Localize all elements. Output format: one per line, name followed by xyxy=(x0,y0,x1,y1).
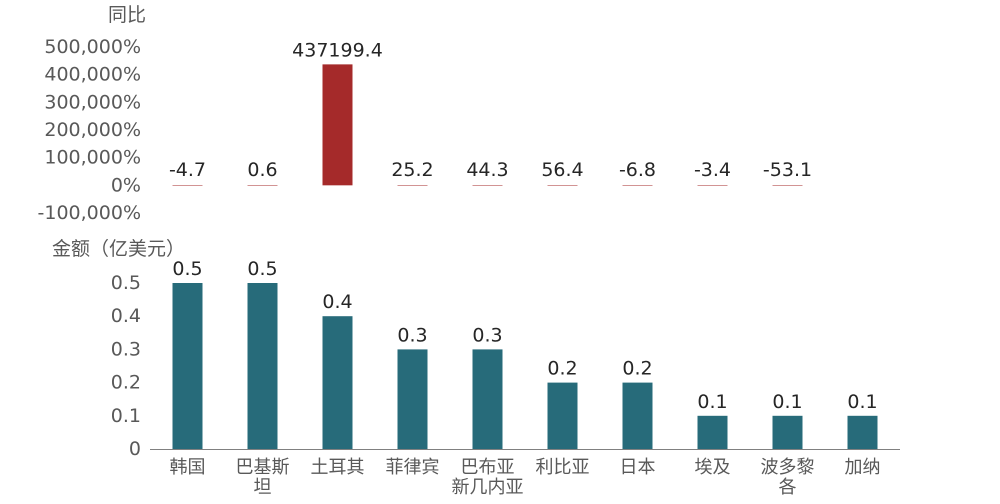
yoy-tick-label: 500,000% xyxy=(44,36,141,58)
yoy-data-label: 0.6 xyxy=(247,159,277,181)
amount-bar xyxy=(772,415,803,449)
amount-data-label: 0.2 xyxy=(622,358,652,380)
amount-tick-label: 0 xyxy=(129,438,141,460)
category-label: 日本 xyxy=(620,457,656,478)
yoy-data-label: -6.8 xyxy=(619,159,656,181)
yoy-tick-label: 200,000% xyxy=(44,119,141,141)
amount-tick-label: 0.3 xyxy=(111,338,141,360)
amount-bar xyxy=(322,316,353,449)
category-label: 加纳 xyxy=(845,457,881,478)
category-label: 埃及 xyxy=(695,457,731,478)
yoy-tick-label: 300,000% xyxy=(44,91,141,113)
amount-tick-label: 0.2 xyxy=(111,372,141,394)
amount-data-label: 0.1 xyxy=(697,391,727,413)
category-label: 巴布亚 xyxy=(461,457,515,478)
yoy-data-labels: -4.7 0.6 437199.4 25.2 44.3 56.4 -6.8 -3.4 -53.1 xyxy=(169,39,812,181)
yoy-tick-label: -100,000% xyxy=(38,202,141,224)
category-label: 利比亚 xyxy=(536,457,590,478)
yoy-data-label: -4.7 xyxy=(169,159,206,181)
category-label: 菲律宾 xyxy=(386,457,440,478)
amount-panel: 金额（亿美元） 0 0.1 0.2 0.3 0.4 0.5 0.5 0.5 0.4 0.3 0.3… xyxy=(52,238,900,498)
amount-tick-label: 0.1 xyxy=(111,405,141,427)
yoy-bar xyxy=(697,185,728,186)
amount-data-label: 0.3 xyxy=(397,324,427,346)
amount-data-label: 0.1 xyxy=(772,391,802,413)
category-label: 韩国 xyxy=(170,457,206,478)
yoy-axis-title: 同比 xyxy=(108,4,146,26)
yoy-data-label: 44.3 xyxy=(466,159,508,181)
amount-bar xyxy=(622,382,653,449)
yoy-bar xyxy=(247,185,278,186)
category-label: 新几内亚 xyxy=(452,477,524,498)
yoy-tick-label: 400,000% xyxy=(44,64,141,86)
amount-y-ticks: 0 0.1 0.2 0.3 0.4 0.5 xyxy=(111,272,141,460)
yoy-panel: 同比 -100,000% 0% 100,000% 200,000% 300,000% 40… xyxy=(38,4,813,224)
yoy-data-label: 25.2 xyxy=(391,159,433,181)
category-label: 波多黎 xyxy=(761,457,815,478)
category-label: 巴基斯 xyxy=(236,457,290,478)
amount-data-labels: 0.5 0.5 0.4 0.3 0.3 0.2 0.2 0.1 0.1 0.1 xyxy=(172,258,877,413)
yoy-data-label: 56.4 xyxy=(541,159,583,181)
amount-data-label: 0.1 xyxy=(847,391,877,413)
amount-bars xyxy=(172,283,878,449)
yoy-data-label: -3.4 xyxy=(694,159,731,181)
category-label: 坦 xyxy=(254,477,272,498)
amount-bar xyxy=(697,415,728,449)
amount-bar xyxy=(847,415,878,449)
amount-data-label: 0.3 xyxy=(472,324,502,346)
yoy-bar xyxy=(472,185,503,186)
yoy-y-ticks: -100,000% 0% 100,000% 200,000% 300,000% 400,0… xyxy=(38,36,141,224)
yoy-bar xyxy=(622,185,653,186)
yoy-data-label: 437199.4 xyxy=(292,39,383,61)
yoy-bars xyxy=(172,64,803,186)
amount-bar xyxy=(547,382,578,449)
yoy-bar xyxy=(397,185,428,186)
yoy-data-label: -53.1 xyxy=(763,159,812,181)
category-label: 土耳其 xyxy=(311,457,365,478)
yoy-bar xyxy=(547,185,578,186)
amount-bar xyxy=(172,283,203,449)
amount-axis-title: 金额（亿美元） xyxy=(52,238,185,260)
yoy-bar xyxy=(322,64,353,186)
amount-data-label: 0.5 xyxy=(247,258,277,280)
amount-bar xyxy=(247,283,278,449)
amount-bar xyxy=(397,349,428,449)
amount-bar xyxy=(472,349,503,449)
amount-data-label: 0.2 xyxy=(547,358,577,380)
amount-data-label: 0.5 xyxy=(172,258,202,280)
amount-tick-label: 0.5 xyxy=(111,272,141,294)
yoy-tick-label: 0% xyxy=(111,174,141,196)
yoy-bar xyxy=(172,185,203,186)
amount-tick-label: 0.4 xyxy=(111,305,141,327)
category-label: 各 xyxy=(779,477,797,498)
yoy-tick-label: 100,000% xyxy=(44,147,141,169)
yoy-bar xyxy=(772,185,803,186)
amount-data-label: 0.4 xyxy=(322,291,352,313)
